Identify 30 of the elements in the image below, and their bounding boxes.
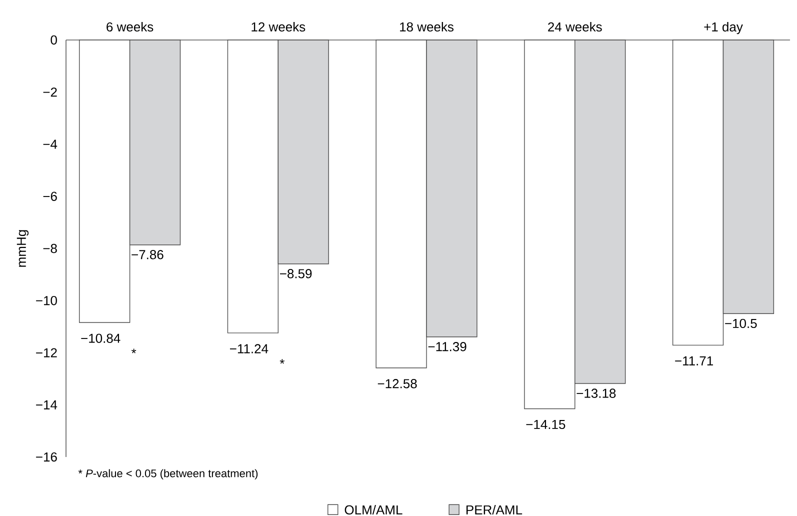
x-tick-label: +1 day — [704, 22, 743, 34]
x-tick-label: 18 weeks — [400, 22, 454, 32]
annotation: * — [131, 348, 136, 354]
y-axis-title: mmHg — [16, 230, 29, 267]
y-tick-label: −2 — [43, 88, 57, 97]
data-label: −13.18 — [576, 388, 616, 398]
x-tick-label: 6 weeks — [106, 22, 154, 32]
data-label: −10.5 — [725, 318, 757, 328]
data-label: −10.84 — [81, 334, 120, 343]
y-tick-label: −12 — [36, 348, 57, 358]
y-tick-label: −4 — [43, 140, 58, 149]
y-tick-label: −16 — [36, 452, 57, 462]
y-tick-label: −6 — [43, 192, 57, 201]
data-label: −11.39 — [428, 342, 466, 352]
legend-label: OLM/AML — [344, 504, 402, 515]
y-tick-label: −8 — [43, 244, 57, 254]
data-label: −12.58 — [378, 379, 417, 388]
x-tick-label: 24 weeks — [548, 22, 602, 32]
y-tick-label: −14 — [36, 400, 58, 410]
data-label: −11.24 — [230, 344, 268, 354]
y-tick-label: −10 — [36, 296, 57, 306]
data-label: −14.15 — [526, 420, 566, 430]
data-label: −7.86 — [132, 250, 164, 260]
data-label: −8.59 — [280, 269, 312, 278]
text: *P-value < 0.05 (between treatment) — [78, 469, 258, 480]
y-tick-label: 0 — [50, 35, 57, 45]
data-label: −11.71 — [675, 356, 713, 366]
annotation: * — [280, 359, 284, 364]
legend-label: PER/AML — [466, 504, 522, 515]
x-tick-label: 12 weeks — [252, 22, 306, 32]
